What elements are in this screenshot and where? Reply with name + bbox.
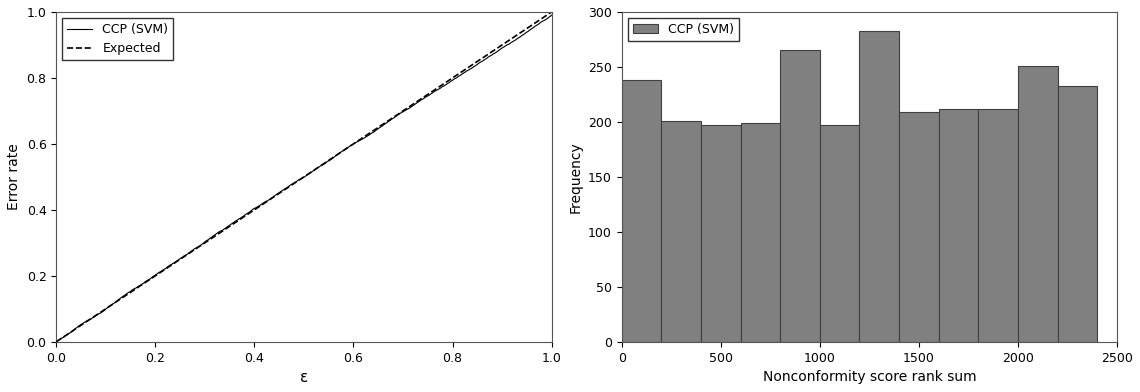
CCP (SVM) — [469, 64, 482, 68]
Bar — [1058, 85, 1098, 342]
Line: CCP (SVM): CCP (SVM) — [56, 15, 552, 342]
Bar — [621, 80, 661, 342]
Bar — [899, 112, 938, 342]
CCP (SVM) — [545, 13, 559, 18]
X-axis label: Nonconformity score rank sum: Nonconformity score rank sum — [763, 370, 976, 384]
CCP (SVM) — [59, 333, 73, 338]
Bar — [780, 51, 820, 342]
Legend: CCP (SVM), Expected: CCP (SVM), Expected — [63, 18, 173, 60]
Bar — [1018, 66, 1058, 342]
Bar — [701, 125, 741, 342]
CCP (SVM) — [316, 162, 329, 167]
X-axis label: ε: ε — [300, 370, 308, 385]
Y-axis label: Error rate: Error rate — [7, 143, 21, 210]
Bar — [860, 31, 899, 342]
CCP (SVM) — [463, 67, 477, 72]
Legend: CCP (SVM): CCP (SVM) — [628, 18, 739, 41]
Bar — [820, 125, 860, 342]
Y-axis label: Frequency: Frequency — [569, 141, 583, 213]
CCP (SVM) — [450, 75, 464, 80]
Bar — [741, 123, 780, 342]
CCP (SVM) — [49, 339, 63, 344]
Bar — [661, 121, 701, 342]
CCP (SVM) — [214, 229, 228, 233]
Bar — [978, 109, 1018, 342]
Bar — [938, 109, 978, 342]
